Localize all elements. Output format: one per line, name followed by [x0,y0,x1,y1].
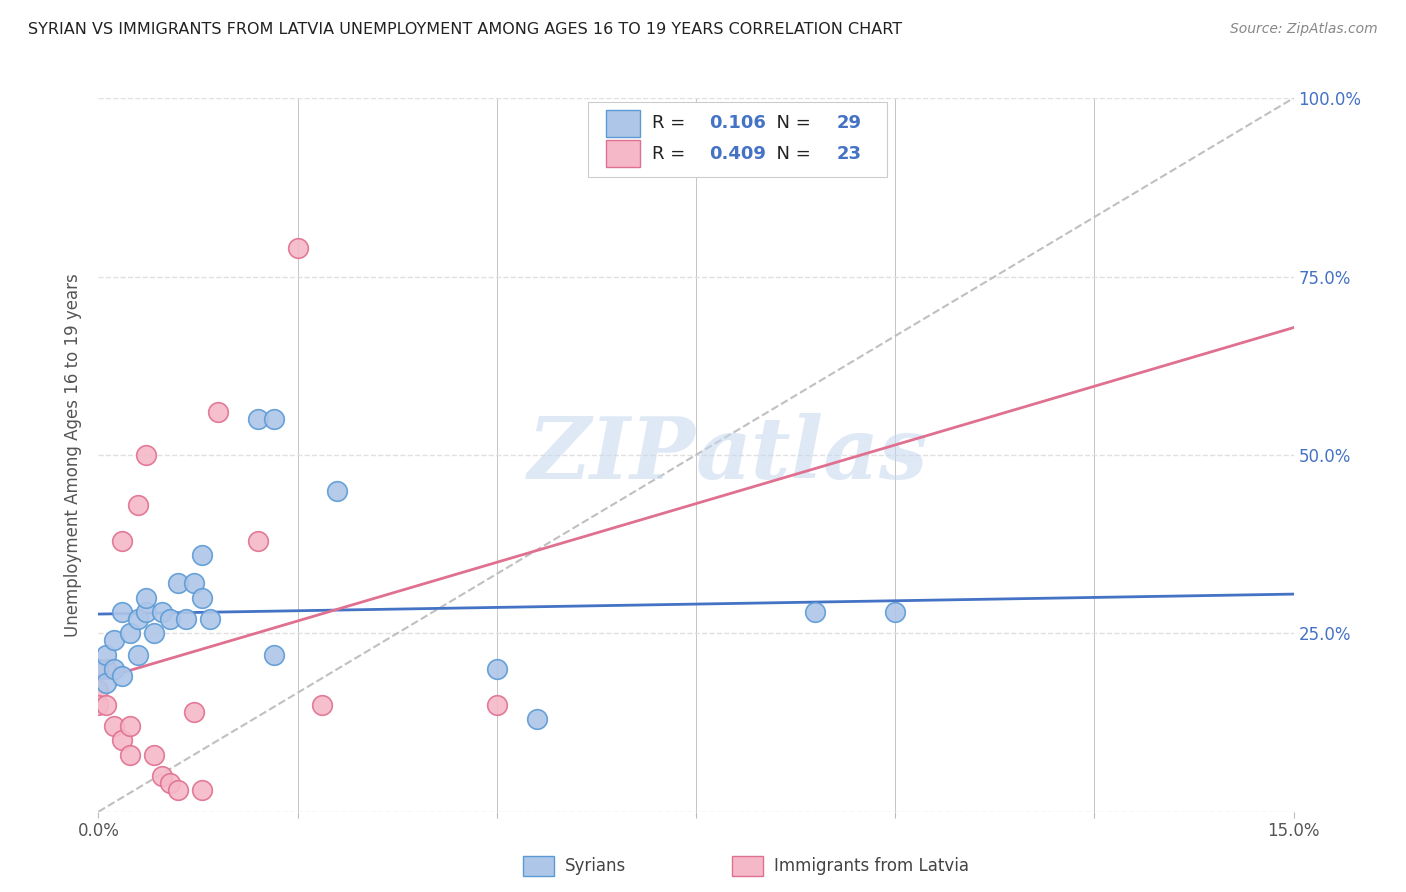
Point [159,776,181,790]
Point [87,662,110,676]
Point [127,648,149,662]
Text: 23: 23 [837,145,862,163]
Point [127,498,149,512]
Point [103,662,125,676]
Point [191,548,214,562]
Text: R =: R = [652,145,690,163]
Text: N =: N = [765,114,817,132]
Point [87,698,110,712]
Bar [606,111,640,137]
Text: Syrians: Syrians [565,857,626,875]
Point [263,412,285,426]
Point [263,648,285,662]
Point [111,733,134,747]
Point [207,405,229,419]
Text: Source: ZipAtlas.com: Source: ZipAtlas.com [1230,22,1378,37]
Point [246,412,269,426]
Point [183,705,205,719]
Point [143,747,166,762]
Point [103,719,125,733]
Point [485,698,508,712]
Point [191,783,214,797]
Point [326,483,349,498]
Point [111,533,134,548]
Point [167,783,190,797]
Point [198,612,221,626]
Point [135,448,157,462]
Point [183,576,205,591]
Text: N =: N = [765,145,817,163]
Point [111,669,134,683]
Point [96,662,118,676]
Point [191,591,214,605]
Point [884,605,907,619]
Point [526,712,548,726]
Text: ZIP: ZIP [529,413,696,497]
Point [120,626,142,640]
Point [87,662,110,676]
Text: atlas: atlas [696,413,928,497]
Bar [523,856,554,876]
Point [174,612,197,626]
Point [246,533,269,548]
Point [804,605,827,619]
Point [87,683,110,698]
Text: R =: R = [652,114,690,132]
Point [485,662,508,676]
Bar [606,140,640,168]
Y-axis label: Unemployment Among Ages 16 to 19 years: Unemployment Among Ages 16 to 19 years [65,273,83,637]
Point [287,241,309,255]
Point [135,605,157,619]
Point [159,612,181,626]
Point [111,605,134,619]
Point [120,719,142,733]
Point [167,576,190,591]
Text: 0.106: 0.106 [709,114,766,132]
Point [96,676,118,690]
Point [150,605,173,619]
Point [150,769,173,783]
Point [120,747,142,762]
Point [311,698,333,712]
Text: 0.409: 0.409 [709,145,766,163]
Point [135,591,157,605]
Point [96,648,118,662]
Text: 29: 29 [837,114,862,132]
FancyBboxPatch shape [588,102,887,177]
Bar [733,856,763,876]
Text: Immigrants from Latvia: Immigrants from Latvia [773,857,969,875]
Point [96,698,118,712]
Point [127,612,149,626]
Text: SYRIAN VS IMMIGRANTS FROM LATVIA UNEMPLOYMENT AMONG AGES 16 TO 19 YEARS CORRELAT: SYRIAN VS IMMIGRANTS FROM LATVIA UNEMPLO… [28,22,903,37]
Point [143,626,166,640]
Point [103,633,125,648]
